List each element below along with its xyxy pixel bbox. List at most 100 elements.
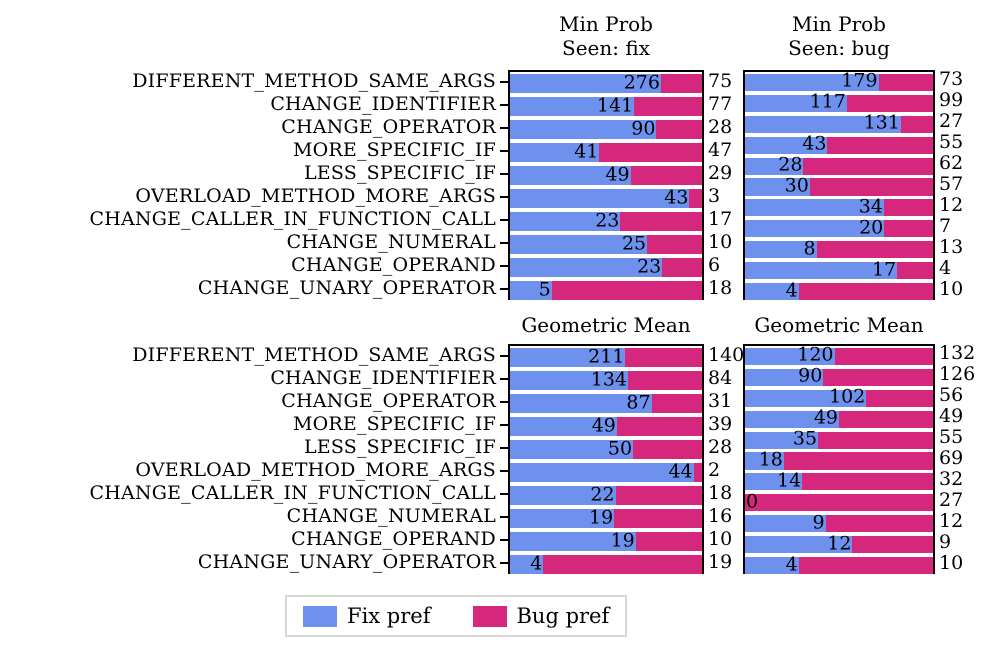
fix-count-label: 49 [813, 406, 838, 429]
bug-count-label: 10 [939, 551, 964, 574]
fix-count-label: 14 [777, 469, 802, 492]
fix-count-label: 50 [607, 437, 633, 460]
bug-count-label: 75 [708, 69, 733, 92]
fix-bar-segment [745, 73, 879, 92]
y-axis-label: CHANGE_OPERATOR [281, 389, 496, 412]
fix-count-label: 102 [829, 386, 866, 409]
fix-bar-segment [745, 262, 898, 280]
bug-count-label: 29 [708, 161, 733, 184]
bug-count-label: 18 [708, 481, 733, 504]
panel-title-geometric-mean-right: Geometric Mean [754, 313, 924, 337]
bug-count-label: 17 [708, 207, 733, 230]
fix-bar-segment [745, 389, 867, 407]
bug-count-label: 47 [708, 138, 733, 161]
fix-count-label: 5 [538, 278, 551, 301]
fix-count-label: 141 [596, 94, 634, 117]
y-axis-tick [500, 423, 508, 426]
fix-bar-segment [745, 136, 828, 154]
fix-bar-segment [745, 115, 901, 133]
bug-bar-segment [551, 281, 702, 300]
plot-area-3: 120 90 102 49 35 18 14 0 9 12 4 [743, 344, 935, 576]
fix-bar-segment [510, 417, 617, 436]
bug-bar-segment [616, 417, 702, 436]
bug-bar-segment [823, 368, 933, 386]
fix-bar-segment [745, 282, 799, 301]
y-axis-label: OVERLOAD_METHOD_MORE_ARGS [135, 458, 496, 481]
bug-count-label: 19 [708, 550, 733, 573]
fix-bar-segment [510, 440, 634, 459]
fix-count-label: 35 [792, 427, 818, 450]
fix-count-label: 4 [785, 279, 798, 302]
bug-count-label: 16 [708, 504, 733, 527]
bug-pref-swatch [472, 605, 507, 627]
fix-bar-segment [510, 532, 636, 551]
panel-title-min-prob-fix: Min Prob Seen: fix [559, 12, 653, 61]
bug-bar-segment [633, 440, 702, 459]
fix-count-label: 28 [778, 153, 803, 176]
panel-title-min-prob-bug: Min Prob Seen: bug [788, 12, 890, 61]
bug-bar-segment [798, 556, 933, 575]
bug-count-label: 28 [708, 115, 733, 138]
fix-bar-segment [510, 555, 544, 574]
y-axis-label: CHANGE_OPERAND [291, 527, 496, 550]
y-axis-tick [500, 354, 508, 357]
bug-bar-segment [866, 389, 933, 407]
bug-count-label: 140 [708, 343, 745, 366]
bug-bar-segment [615, 486, 702, 505]
fix-count-label: 18 [758, 448, 783, 471]
fix-count-label: 41 [574, 140, 599, 163]
fix-count-label: 44 [668, 460, 693, 483]
bug-count-label: 55 [939, 426, 964, 449]
fix-bar-segment [510, 120, 657, 139]
y-axis-tick [500, 492, 508, 495]
fix-count-label: 49 [605, 163, 630, 186]
bug-count-label: 3 [708, 184, 721, 207]
bug-bar-segment [745, 494, 933, 512]
y-axis-label: CHANGE_NUMERAL [286, 230, 496, 253]
y-axis-label: CHANGE_OPERATOR [281, 115, 496, 138]
fix-pref-label: Fix pref [347, 603, 431, 628]
bug-bar-segment [656, 120, 702, 139]
fix-bar-segment [510, 371, 629, 390]
fix-count-label: 43 [802, 132, 827, 155]
bug-bar-segment [825, 515, 933, 533]
bug-bar-segment [693, 463, 702, 482]
fix-bar-segment [510, 463, 694, 482]
bug-bar-segment [827, 136, 933, 154]
fix-count-label: 43 [664, 186, 689, 209]
bug-count-label: 6 [708, 253, 721, 276]
y-axis-label: CHANGE_CALLER_IN_FUNCTION_CALL [89, 207, 496, 230]
bug-bar-segment [614, 509, 702, 528]
fix-count-label: 30 [784, 174, 809, 197]
bug-count-label: 10 [939, 277, 964, 300]
bug-count-label: 32 [939, 468, 964, 491]
y-axis-label: LESS_SPECIFIC_IF [303, 161, 496, 184]
fix-count-label: 19 [589, 506, 614, 529]
y-axis-label: CHANGE_IDENTIFIER [270, 366, 496, 389]
bug-count-label: 39 [708, 412, 733, 435]
fix-bar-segment [510, 348, 626, 367]
fix-count-label: 4 [785, 553, 798, 576]
fix-bar-segment [745, 178, 810, 196]
fix-bar-segment [745, 431, 819, 449]
fix-count-label: 87 [626, 391, 651, 414]
y-axis-tick [500, 538, 508, 541]
fix-count-label: 8 [803, 237, 816, 260]
bug-bar-segment [846, 94, 933, 112]
bug-bar-segment [651, 394, 702, 413]
bug-count-label: 13 [939, 235, 964, 258]
y-axis-label: DIFFERENT_METHOD_SAME_ARGS [132, 343, 496, 366]
fix-count-label: 20 [859, 216, 884, 239]
fix-bar-segment [745, 410, 839, 428]
fix-bar-segment [745, 473, 803, 491]
bug-count-label: 55 [939, 131, 964, 154]
y-axis-label: CHANGE_UNARY_OPERATOR [197, 276, 496, 299]
bug-bar-segment [897, 262, 933, 280]
bug-count-label: 132 [939, 342, 976, 365]
bug-count-label: 18 [708, 276, 733, 299]
y-axis-tick [500, 287, 508, 290]
bug-bar-segment [816, 241, 933, 259]
fix-count-label: 25 [621, 232, 647, 255]
y-axis-label: MORE_SPECIFIC_IF [292, 412, 496, 435]
fix-bar-segment [745, 241, 817, 259]
